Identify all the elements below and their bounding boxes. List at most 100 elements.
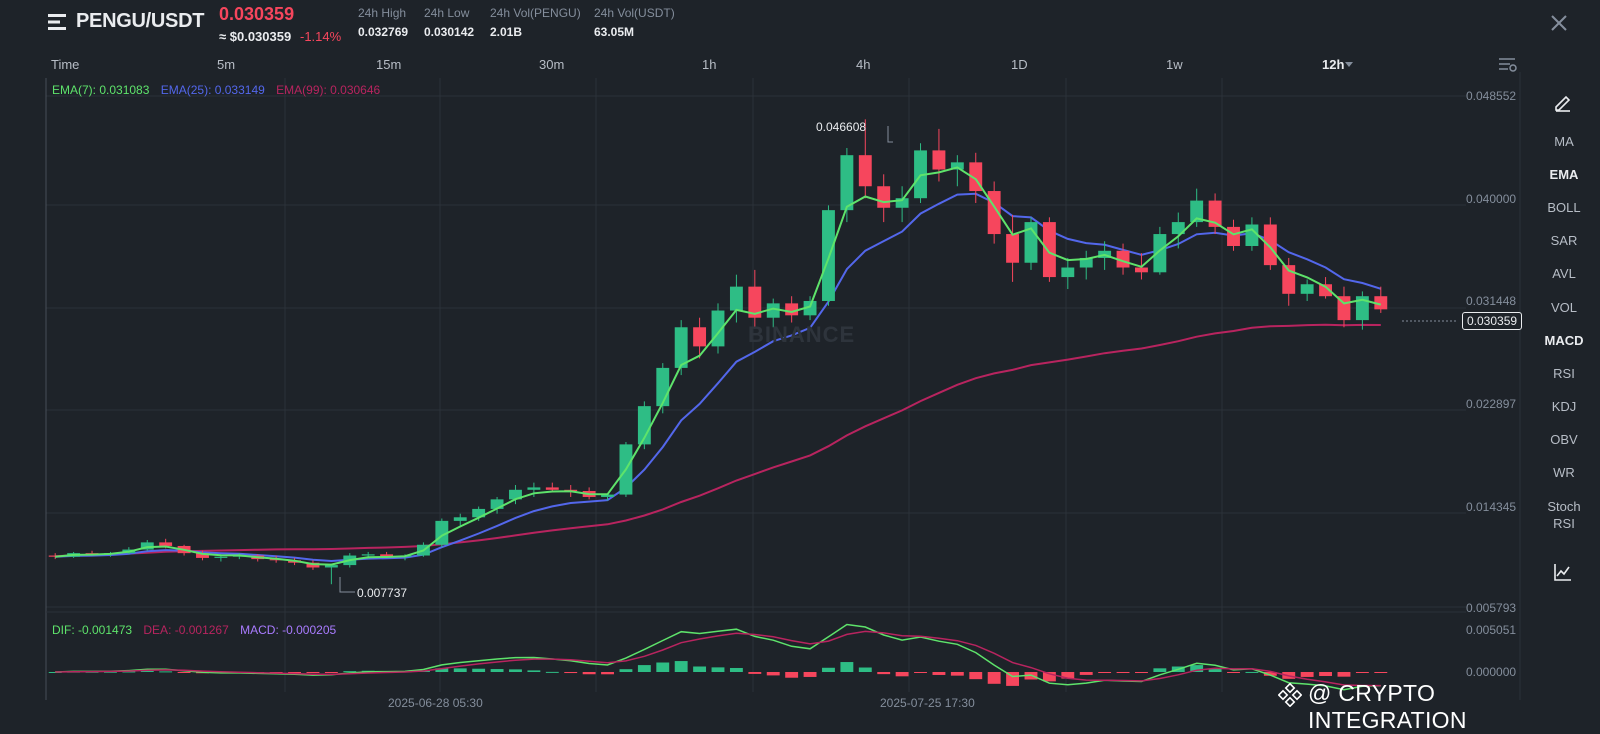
stat-value: 0.030142 xyxy=(424,25,475,39)
low-marker-line xyxy=(339,577,355,593)
tab-12h[interactable]: 12h xyxy=(1322,57,1345,72)
macd-bar xyxy=(637,665,651,672)
menu-icon[interactable] xyxy=(48,13,68,31)
stat-24h-low: 24h Low 0.030142 xyxy=(424,6,474,39)
dea-line xyxy=(55,630,1381,687)
indicator-macd[interactable]: MACD xyxy=(1544,333,1584,348)
tab-1h[interactable]: 1h xyxy=(702,57,717,72)
ema25-value: EMA(25): 0.033149 xyxy=(160,83,265,97)
macd-bar xyxy=(1061,672,1075,679)
candle-body xyxy=(1006,234,1020,263)
macd-bar xyxy=(306,672,320,673)
trading-pair-title[interactable]: PENGU/USDT xyxy=(76,10,205,32)
exchange-watermark: BINANCE xyxy=(748,322,856,347)
ema25-path xyxy=(55,192,1382,563)
candle-body xyxy=(140,542,154,550)
pencil-icon[interactable] xyxy=(1553,92,1573,112)
indicator-sar[interactable]: SAR xyxy=(1550,233,1578,248)
candle-body xyxy=(380,554,394,557)
macd-axis-label: 0.005051 xyxy=(1466,623,1517,637)
candle-body xyxy=(324,565,338,568)
stat-value: 0.032769 xyxy=(358,25,409,39)
candle-body xyxy=(1042,222,1056,278)
macd-bar xyxy=(766,672,780,676)
candle-body xyxy=(1355,296,1369,321)
macd-bar xyxy=(159,671,173,673)
stat-24h-high: 24h High 0.032769 xyxy=(358,6,408,39)
close-icon[interactable] xyxy=(1548,12,1570,34)
tab-time[interactable]: Time xyxy=(51,57,80,72)
indicator-vol[interactable]: VOL xyxy=(1550,300,1577,315)
tab-1w[interactable]: 1w xyxy=(1166,57,1183,72)
macd-value: MACD: -0.000205 xyxy=(240,623,337,637)
candle-body xyxy=(858,155,872,187)
macd-bar xyxy=(509,669,522,672)
macd-bar xyxy=(803,672,817,677)
tab-15m[interactable]: 15m xyxy=(376,57,402,72)
candle-body xyxy=(472,508,486,518)
candle-body xyxy=(1153,234,1167,273)
chart-settings-icon[interactable] xyxy=(1498,57,1518,73)
macd-bar xyxy=(1374,672,1388,673)
dif-value: DIF: -0.001473 xyxy=(52,623,133,637)
candle-body xyxy=(1319,284,1333,297)
macd-bar xyxy=(1319,672,1333,677)
candle-body xyxy=(1061,267,1075,278)
stat-value: 2.01B xyxy=(490,25,523,39)
macd-bar xyxy=(656,662,670,672)
line-chart-icon[interactable] xyxy=(1553,562,1573,582)
usd-price: ≈ $0.030359 xyxy=(219,29,292,44)
candle-body xyxy=(950,162,964,170)
stat-24h-vol-base: 24h Vol(PENGU) 2.01B xyxy=(490,6,581,39)
indicator-ema[interactable]: EMA xyxy=(1549,167,1579,182)
stat-24h-vol-quote: 24h Vol(USDT) 63.05M xyxy=(594,6,675,39)
indicator-stoch-rsi[interactable]: Stoch RSI xyxy=(1547,499,1581,531)
tab-1d[interactable]: 1D xyxy=(1011,57,1028,72)
ema7-line xyxy=(55,166,1382,566)
macd-panel xyxy=(48,623,1388,691)
macd-bar xyxy=(674,661,688,672)
macd-bar xyxy=(177,672,191,673)
last-price: 0.030359 xyxy=(219,4,295,24)
macd-bar xyxy=(950,672,964,676)
candle-body xyxy=(527,487,541,490)
tab-5m[interactable]: 5m xyxy=(217,57,236,72)
ema7-value: EMA(7): 0.031083 xyxy=(52,83,150,97)
macd-bar xyxy=(1042,672,1056,682)
chart-grid xyxy=(45,72,1521,700)
ema-legend: EMA(7): 0.031083 EMA(25): 0.033149 EMA(9… xyxy=(52,83,388,97)
macd-bar xyxy=(564,672,578,674)
price-axis-label: 0.014345 xyxy=(1466,500,1517,514)
tab-4h[interactable]: 4h xyxy=(856,57,871,72)
candle-body xyxy=(361,554,375,556)
candle-body xyxy=(840,155,854,211)
macd-bar xyxy=(1098,672,1112,673)
chevron-down-icon[interactable] xyxy=(1345,62,1353,67)
candle-body xyxy=(785,303,799,316)
macd-bar xyxy=(435,668,449,672)
candle-body xyxy=(601,494,614,497)
tab-30m[interactable]: 30m xyxy=(539,57,565,72)
time-axis-label: 2025-06-28 05:30 xyxy=(388,696,483,710)
indicator-boll[interactable]: BOLL xyxy=(1547,200,1581,215)
low-annotation: 0.007737 xyxy=(357,586,408,600)
candle-body xyxy=(214,556,228,558)
indicator-rsi[interactable]: RSI xyxy=(1553,366,1575,381)
macd-axis-label: 0.000000 xyxy=(1466,665,1517,679)
candle-body xyxy=(545,487,559,490)
price-axis-label: 0.040000 xyxy=(1466,192,1517,206)
indicator-obv[interactable]: OBV xyxy=(1550,432,1578,447)
candle-body xyxy=(1135,267,1148,273)
candle-body xyxy=(748,286,762,318)
candle-body xyxy=(1245,224,1259,247)
indicator-wr[interactable]: WR xyxy=(1553,465,1575,480)
candle-body xyxy=(932,150,946,170)
indicator-avl[interactable]: AVL xyxy=(1552,266,1576,281)
macd-bar xyxy=(729,667,743,672)
macd-bar xyxy=(822,667,835,672)
macd-bar xyxy=(1263,672,1277,676)
indicator-kdj[interactable]: KDJ xyxy=(1551,399,1577,414)
macd-bar xyxy=(472,668,486,672)
indicator-ma[interactable]: MA xyxy=(1554,134,1574,149)
